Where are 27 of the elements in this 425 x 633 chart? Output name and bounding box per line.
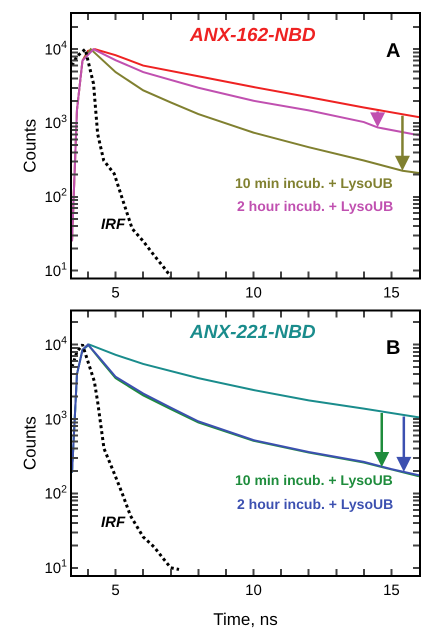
series-label: IRF xyxy=(101,514,126,531)
y-tick-label: 10$^{2}$ xyxy=(44,186,68,206)
x-tick-label: 5 xyxy=(111,582,120,599)
annotation: A xyxy=(386,40,400,62)
y-tick-label: 10$^{4}$ xyxy=(44,334,68,354)
annotation: B xyxy=(386,337,400,359)
y-tick-label: 10$^{2}$ xyxy=(44,483,68,503)
y-tick-label: 10$^{4}$ xyxy=(44,39,68,58)
text: 2 hour incub. + LysoUB xyxy=(237,198,394,214)
series-label: 10 min incub. + LysoUB xyxy=(235,175,393,191)
y-tick-label: 10$^{1}$ xyxy=(44,260,68,280)
x-tick-label: 5 xyxy=(111,284,120,302)
y-tick-label: 10$^{1}$ xyxy=(44,558,68,578)
series-label: ANX-221-NBD xyxy=(189,322,316,343)
series-label: ANX-162-NBD xyxy=(189,25,316,46)
x-tick-label: 10 xyxy=(245,284,262,302)
x-tick-label: 15 xyxy=(383,582,400,599)
series-label: IRF xyxy=(101,216,126,233)
y-axis-title: Counts xyxy=(20,118,40,173)
y-tick-label: 10$^{3}$ xyxy=(44,408,68,428)
series-label: 2 hour incub. + LysoUB xyxy=(237,496,394,512)
x-tick-label: 10 xyxy=(245,582,262,599)
x-tick-label: 15 xyxy=(383,284,400,302)
series-label: 10 min incub. + LysoUB xyxy=(235,472,393,488)
x-axis-title: Time, ns xyxy=(213,610,278,629)
y-axis-title: Counts xyxy=(20,416,40,470)
y-tick-label: 10$^{3}$ xyxy=(44,112,68,132)
